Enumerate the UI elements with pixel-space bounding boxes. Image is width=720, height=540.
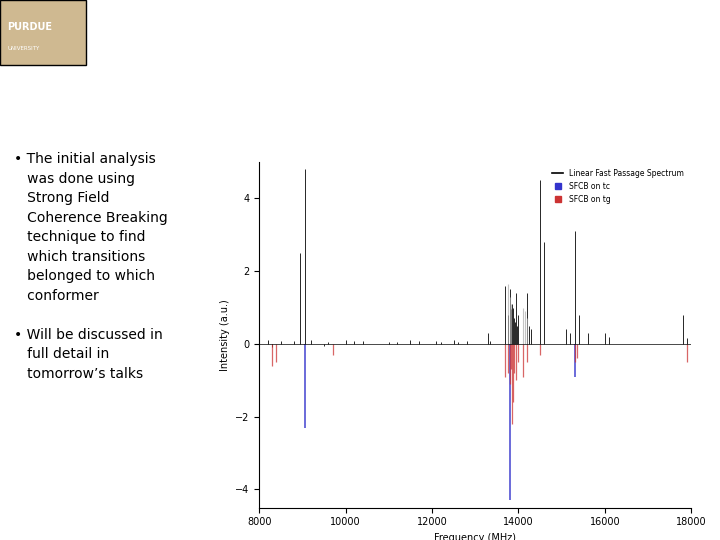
Text: UNIVERSITY: UNIVERSITY — [7, 46, 40, 51]
Text: • The initial analysis
   was done using
   Strong Field
   Coherence Breaking
 : • The initial analysis was done using St… — [14, 152, 168, 381]
X-axis label: Frequency (MHz): Frequency (MHz) — [434, 533, 516, 540]
Y-axis label: Intensity (a.u.): Intensity (a.u.) — [220, 299, 230, 370]
Text: Conformation-Specific Spectroscopy: Conformation-Specific Spectroscopy — [84, 88, 636, 117]
Text: PURDUE: PURDUE — [7, 22, 53, 32]
Legend: Linear Fast Passage Spectrum, SFCB on tc, SFCB on tg: Linear Fast Passage Spectrum, SFCB on tc… — [549, 166, 688, 207]
Text: Department: Department — [97, 18, 148, 27]
Text: of Chemistry: of Chemistry — [97, 37, 168, 47]
FancyBboxPatch shape — [0, 0, 86, 65]
